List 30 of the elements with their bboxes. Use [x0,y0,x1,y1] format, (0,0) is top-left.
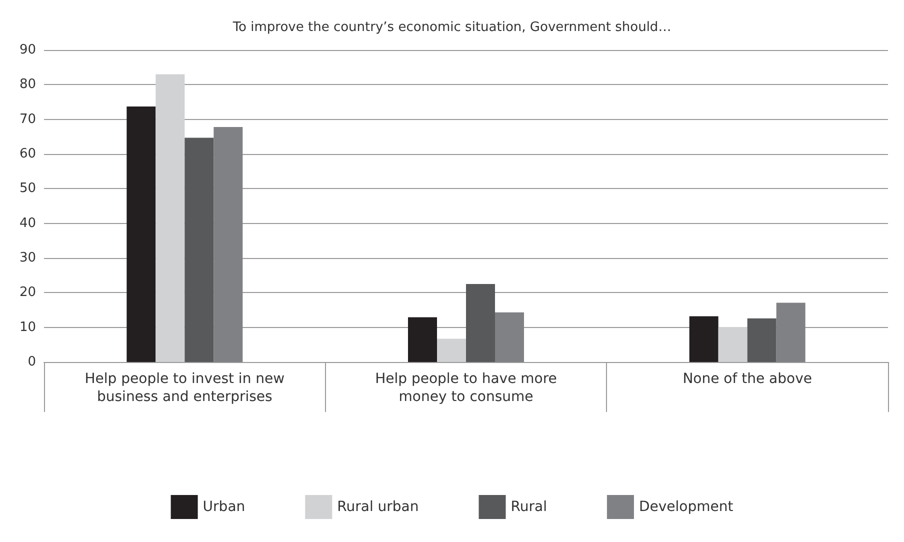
bar [437,338,466,362]
bar [747,318,776,362]
bar [156,74,185,362]
bar [718,326,748,362]
x-tick-label: Help people to have more money to consume [375,371,557,405]
y-tick-label: 80 [19,77,36,92]
y-tick-label: 30 [19,250,36,266]
bar [776,302,806,362]
bar [408,317,437,362]
x-tick-label: Help people to invest in new business and enterprises [84,371,285,405]
y-tick-label: 60 [19,146,36,162]
y-tick-label: 90 [19,42,36,58]
y-tick-label: 50 [19,181,36,196]
legend-label: Rural [510,499,547,515]
y-tick-label: 40 [19,216,36,231]
legend-label: Rural urban [337,499,419,515]
y-tick-label: 0 [28,354,36,370]
bar [495,312,524,362]
chart-title: To improve the country’s economic situation, Government should… [232,20,672,35]
bar [689,316,718,362]
bar [466,284,495,362]
y-tick-label: 10 [19,320,36,335]
y-tick-label: 70 [19,112,36,127]
legend-label: Development [638,499,734,515]
legend-label: Urban [202,499,246,515]
bar [214,126,243,362]
bar [126,106,156,362]
y-tick-label: 20 [19,285,36,300]
x-tick-label: None of the above [682,371,812,387]
bar [184,138,214,362]
